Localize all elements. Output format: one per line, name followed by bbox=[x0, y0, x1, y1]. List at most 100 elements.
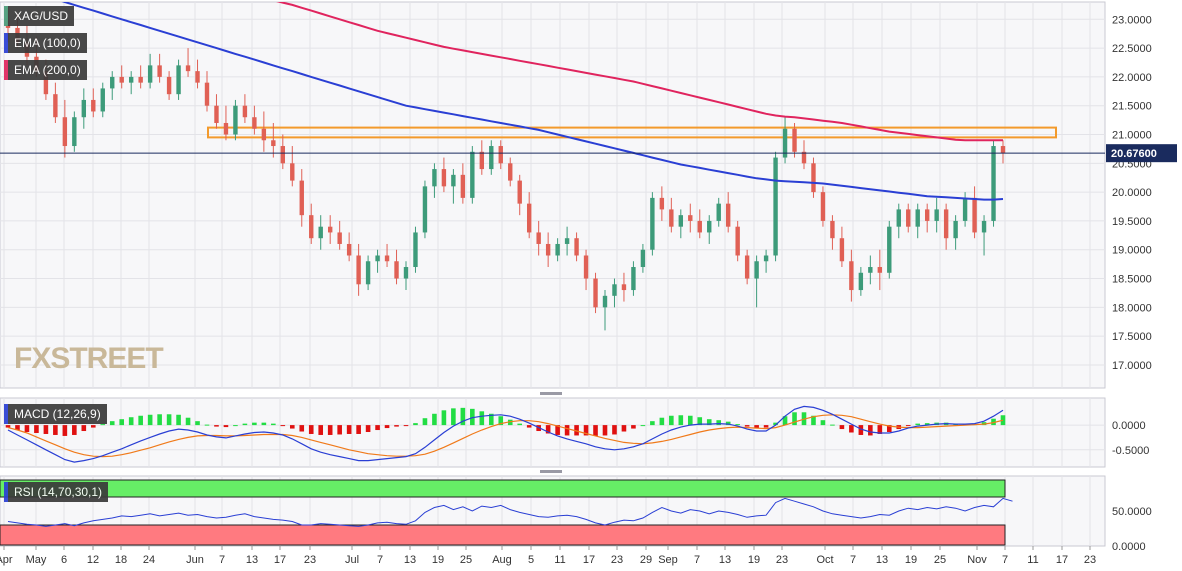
macd-bar bbox=[138, 415, 143, 426]
x-tick-label: 25 bbox=[460, 554, 472, 566]
candle-body bbox=[100, 88, 105, 112]
candle-body bbox=[479, 151, 485, 170]
macd-bar bbox=[498, 416, 504, 426]
candle-body bbox=[290, 163, 295, 181]
rsi-line bbox=[7, 497, 1013, 527]
candle-body bbox=[242, 105, 248, 118]
candle-body bbox=[763, 255, 769, 262]
candle-body bbox=[526, 203, 532, 233]
pane-1 bbox=[0, 1, 1106, 389]
rsi-tick-label: 0.0000 bbox=[1112, 541, 1146, 553]
candle-body bbox=[327, 226, 333, 233]
macd-bar bbox=[185, 417, 191, 426]
macd-bar bbox=[488, 413, 494, 426]
candle-body bbox=[346, 243, 352, 256]
y-tick-label: 17.0000 bbox=[1112, 360, 1152, 372]
macd-bar bbox=[820, 420, 826, 426]
candle-body bbox=[906, 209, 911, 227]
macd-bar bbox=[337, 425, 342, 435]
candle-body bbox=[470, 151, 475, 198]
candle-body bbox=[309, 215, 314, 239]
candle-body bbox=[896, 209, 901, 227]
candle-body bbox=[271, 140, 276, 147]
x-tick-label: 7 bbox=[219, 554, 225, 566]
macd-bar bbox=[81, 425, 87, 432]
macd-bar bbox=[299, 425, 305, 432]
last-price-label: 20.67600 bbox=[1111, 148, 1157, 160]
rsi-tick-label: 50.0000 bbox=[1112, 506, 1152, 518]
candle-body bbox=[640, 249, 646, 268]
pane-splitter-1 bbox=[540, 392, 562, 395]
candle-body bbox=[261, 128, 267, 141]
candle-body bbox=[839, 238, 845, 262]
candle-body bbox=[631, 267, 636, 291]
legend-price[interactable]: XAG/USD bbox=[4, 6, 75, 26]
y-tick-label: 19.0000 bbox=[1112, 245, 1152, 257]
macd-bar bbox=[403, 425, 409, 427]
candle-body bbox=[811, 163, 816, 193]
candle-body bbox=[773, 157, 778, 256]
candle-body bbox=[868, 267, 873, 273]
candle-body bbox=[441, 169, 447, 187]
macd-bar bbox=[62, 425, 68, 436]
candle-body bbox=[432, 169, 437, 187]
candle-body bbox=[744, 255, 750, 279]
x-tick-label: 13 bbox=[404, 554, 416, 566]
legend-ema200-label: EMA (200,0) bbox=[14, 63, 81, 77]
macd-tick-label: 0.0000 bbox=[1112, 420, 1146, 432]
legend-ema200[interactable]: EMA (200,0) bbox=[4, 60, 87, 80]
x-tick-label: Jun bbox=[186, 554, 204, 566]
candle-body bbox=[735, 226, 740, 256]
candle-body bbox=[337, 232, 342, 244]
x-tick-label: 6 bbox=[61, 554, 67, 566]
candle-body bbox=[849, 261, 854, 291]
candle-body bbox=[564, 238, 570, 244]
x-tick-label: 7 bbox=[850, 554, 856, 566]
x-tick-label: Nov bbox=[967, 554, 987, 566]
legend-macd-label: MACD (12,26,9) bbox=[14, 407, 101, 421]
pane-2 bbox=[0, 397, 1106, 468]
x-tick-label: 23 bbox=[776, 554, 788, 566]
macd-bar bbox=[394, 425, 399, 427]
legend-macd[interactable]: MACD (12,26,9) bbox=[4, 404, 107, 424]
legend-ema100[interactable]: EMA (100,0) bbox=[4, 33, 87, 53]
candle-body bbox=[858, 272, 864, 291]
macd-bar bbox=[602, 425, 608, 436]
x-tick-label: 29 bbox=[640, 554, 652, 566]
macd-bar bbox=[905, 425, 911, 427]
x-tick-label: 19 bbox=[748, 554, 760, 566]
macd-bar bbox=[204, 424, 210, 426]
macd-bar bbox=[697, 417, 703, 426]
candle-body bbox=[962, 197, 968, 221]
macd-bar bbox=[289, 425, 295, 429]
macd-bar bbox=[669, 415, 674, 426]
macd-bar bbox=[792, 412, 797, 426]
legend-rsi[interactable]: RSI (14,70,30,1) bbox=[4, 482, 109, 502]
candle-body bbox=[593, 278, 598, 308]
x-tick-label: 23 bbox=[611, 554, 623, 566]
macd-bar bbox=[233, 425, 238, 427]
legend-price-swatch bbox=[4, 6, 8, 26]
macd-bar bbox=[100, 424, 106, 426]
macd-bar bbox=[223, 425, 229, 428]
candle-body bbox=[157, 65, 162, 77]
x-tick-label: 13 bbox=[246, 554, 258, 566]
macd-bar bbox=[375, 425, 380, 431]
candle-body bbox=[214, 105, 219, 123]
candle-body bbox=[612, 284, 617, 296]
candle-body bbox=[498, 146, 503, 164]
macd-bar bbox=[72, 425, 77, 435]
candle-body bbox=[915, 209, 920, 227]
candle-body bbox=[536, 232, 541, 244]
candle-body bbox=[356, 255, 361, 285]
x-tick-label: 17 bbox=[583, 554, 595, 566]
macd-bar bbox=[593, 425, 598, 436]
candle-body bbox=[403, 267, 409, 279]
macd-bar bbox=[119, 419, 125, 426]
legend-price-label: XAG/USD bbox=[14, 9, 69, 23]
x-tick-label: 17 bbox=[274, 554, 286, 566]
macd-bar bbox=[811, 415, 816, 426]
candle-body bbox=[119, 76, 124, 83]
macd-bar bbox=[782, 416, 788, 426]
